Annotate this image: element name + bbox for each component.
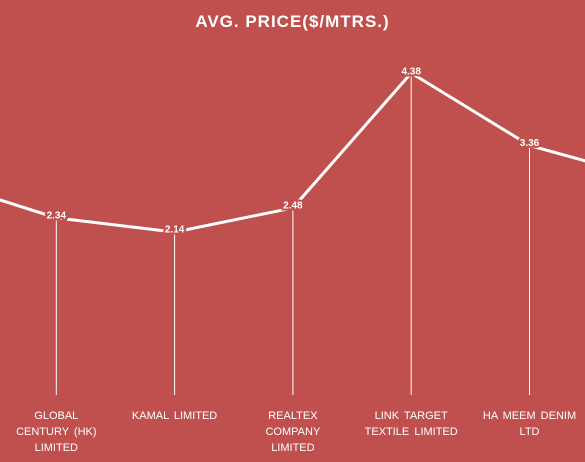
x-tick-label: LINK TARGET TEXTILE LIMITED <box>364 410 458 438</box>
chart-title: AVG. PRICE($/MTRS.) <box>195 12 390 31</box>
data-label: 2.34 <box>47 211 67 222</box>
data-label: 2.48 <box>283 201 303 212</box>
data-label: 3.36 <box>520 138 540 149</box>
x-tick-label: KAMAL LIMITED <box>131 410 218 422</box>
data-label: 2.14 <box>165 225 185 236</box>
x-tick-label: GLOBAL CENTURY (HK) LIMITED <box>16 410 97 454</box>
data-label: 4.38 <box>401 67 421 78</box>
x-tick-label: HA MEEM DENIM LTD <box>482 410 577 438</box>
series-line <box>0 71 585 234</box>
x-tick-label: REALTEX COMPANY LIMITED <box>265 410 321 454</box>
